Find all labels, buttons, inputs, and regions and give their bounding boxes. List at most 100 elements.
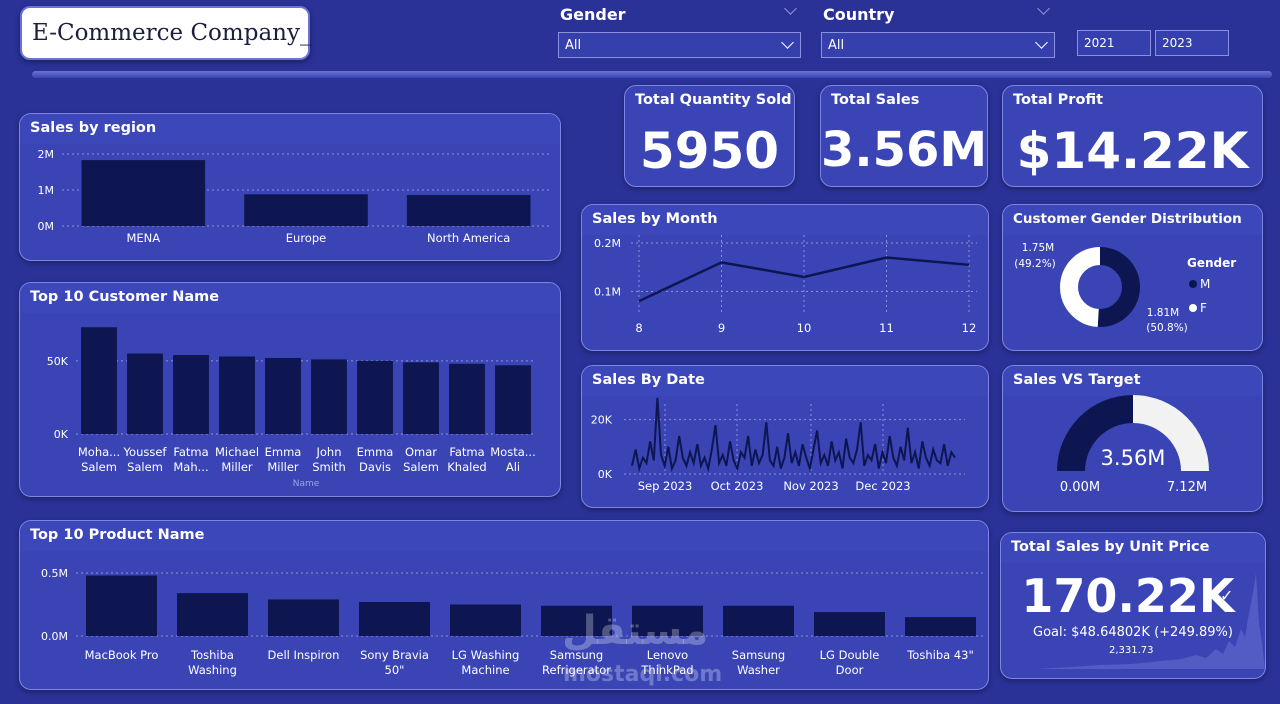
country-dropdown[interactable]: All <box>821 32 1055 58</box>
unit-price-goal: Goal: $48.64802K (+249.89%) <box>1033 625 1233 640</box>
gauge-remaining-arc <box>1133 395 1209 471</box>
year-to-input[interactable]: 2023 <box>1155 30 1229 56</box>
date-title: Sales By Date <box>592 372 705 388</box>
region-x-label: Europe <box>286 231 326 245</box>
customers-x-label: Miller <box>221 460 253 474</box>
customers-x-label: Salem <box>127 460 163 474</box>
customers-title: Top 10 Customer Name <box>30 289 220 305</box>
products-bar <box>541 605 612 636</box>
month-x-label: 8 <box>635 321 642 335</box>
header-divider <box>32 71 1272 78</box>
date-title-band <box>582 366 988 396</box>
gender-legend-m-marker <box>1189 280 1197 288</box>
customers-x-label: Youssef <box>123 445 168 459</box>
products-bar <box>450 604 521 636</box>
products-x-label: ThinkPad <box>640 663 693 677</box>
customers-x-label: Smith <box>312 460 346 474</box>
products-x-label: Washing <box>188 663 237 677</box>
products-x-label: Toshiba 43" <box>906 648 974 662</box>
kpi-quantity-value: 5950 <box>639 122 780 180</box>
kpi-profit-card[interactable]: Total Profit $14.22K <box>1002 85 1263 187</box>
customers-bar <box>311 359 347 434</box>
target-title: Sales VS Target <box>1013 372 1141 388</box>
sales-by-region-card[interactable]: Sales by region 2M 1M 0M MENA Europe North Am… <box>19 113 561 261</box>
date-series-line <box>631 397 956 473</box>
customers-chart: 50K0KMoha...SalemYoussefSalemFatmaMah...… <box>47 327 536 489</box>
gender-m-pct-label: (50.8%) <box>1146 322 1188 334</box>
customers-x-label: Khaled <box>447 460 486 474</box>
products-x-label: 50" <box>385 663 405 677</box>
kpi-sales-card[interactable]: Total Sales 3.56M <box>820 85 988 187</box>
country-slicer-label: Country <box>823 5 895 24</box>
unit-price-value: 170.22K <box>1021 569 1235 623</box>
gender-slicer-label: Gender <box>560 5 626 24</box>
date-x-label: Dec 2023 <box>855 479 910 493</box>
country-slicer-collapse-icon[interactable] <box>1037 2 1050 15</box>
products-bar <box>177 593 248 636</box>
customers-x-label: Omar <box>405 445 437 459</box>
country-chevron-down-icon <box>1035 36 1048 49</box>
gender-dropdown[interactable]: All <box>558 32 801 58</box>
customers-bar <box>449 363 485 434</box>
month-x-label: 12 <box>962 321 977 335</box>
unit-price-title-band <box>1001 533 1265 563</box>
region-x-label: North America <box>427 231 510 245</box>
sales-by-month-card[interactable]: Sales by Month 0.2M 0.1M 8 9 10 11 12 <box>581 204 989 351</box>
customers-x-label: Fatma <box>449 445 484 459</box>
gender-f-pct-label: (49.2%) <box>1014 258 1056 270</box>
date-y-tick: 0K <box>598 468 613 481</box>
gauge-min-label: 0.00M <box>1060 480 1100 495</box>
kpi-profit-title: Total Profit <box>1013 92 1104 108</box>
customers-x-label: Mosta... <box>490 445 535 459</box>
top-products-card[interactable]: Top 10 Product Name 0.5M 0.0M MacBook Pro T… <box>19 520 989 690</box>
gender-m-value-label: 1.81M <box>1147 307 1179 319</box>
year-from-input[interactable]: 2021 <box>1077 30 1151 56</box>
products-bar <box>814 612 885 636</box>
unit-price-card[interactable]: Total Sales by Unit Price 170.22K ✓ Goal… <box>1000 532 1266 679</box>
month-y-tick: 0.1M <box>594 285 621 298</box>
products-x-label: LG Double <box>820 648 880 662</box>
region-x-label: MENA <box>126 231 160 245</box>
products-y-tick: 0.5M <box>41 567 68 580</box>
sales-vs-target-card[interactable]: Sales VS Target 3.56M 0.00M 7.12M <box>1002 365 1263 512</box>
products-x-label: Samsung <box>550 648 603 662</box>
customers-bar <box>495 365 531 434</box>
gender-chart: 1.75M (49.2%) 1.81M (50.8%) Gender MF <box>1014 242 1236 334</box>
products-x-label: Refrigerator <box>542 663 611 677</box>
customers-bar <box>265 357 301 434</box>
gender-legend-m-label: M <box>1200 277 1210 291</box>
products-y-tick: 0.0M <box>41 630 68 643</box>
region-y-tick: 1M <box>38 184 55 197</box>
customers-x-label: Miller <box>267 460 299 474</box>
region-bar <box>406 195 531 226</box>
kpi-sales-value: 3.56M <box>821 122 988 178</box>
products-x-label: Toshiba <box>190 648 234 662</box>
products-bar <box>632 605 703 636</box>
customers-bar <box>403 362 439 434</box>
products-x-label: Sony Bravia <box>360 648 429 662</box>
gender-f-value-label: 1.75M <box>1022 242 1054 254</box>
products-x-label: Lenovo <box>647 648 688 662</box>
products-bar <box>905 617 976 636</box>
country-dropdown-value: All <box>828 38 845 53</box>
products-bar <box>86 575 157 636</box>
customers-x-label: Salem <box>403 460 439 474</box>
kpi-quantity-card[interactable]: Total Quantity Sold 5950 <box>624 85 795 187</box>
products-bar <box>359 601 430 636</box>
top-customers-card[interactable]: Top 10 Customer Name 50K 0K Moha... Salem Yo… <box>19 282 561 497</box>
date-x-label: Sep 2023 <box>638 479 693 493</box>
month-title-band <box>582 205 988 235</box>
gender-distribution-card[interactable]: Customer Gender Distribution 1.75M (49.2%… <box>1002 204 1263 351</box>
products-title-band <box>20 521 988 551</box>
unit-price-area-chart <box>1035 573 1265 669</box>
kpi-profit-value: $14.22K <box>1016 122 1249 180</box>
gender-slicer-collapse-icon[interactable] <box>784 2 797 15</box>
customers-x-label: Emma <box>265 445 302 459</box>
sales-by-date-card[interactable]: Sales By Date 20K 0K Sep 2023 Oct 2023 Nov 2… <box>581 365 989 508</box>
gender-title: Customer Gender Distribution <box>1013 211 1242 227</box>
products-x-label: Washer <box>737 663 780 677</box>
gender-legend-f-marker <box>1189 304 1197 312</box>
customers-x-label: Michael <box>215 445 259 459</box>
unit-price-title: Total Sales by Unit Price <box>1011 539 1210 555</box>
